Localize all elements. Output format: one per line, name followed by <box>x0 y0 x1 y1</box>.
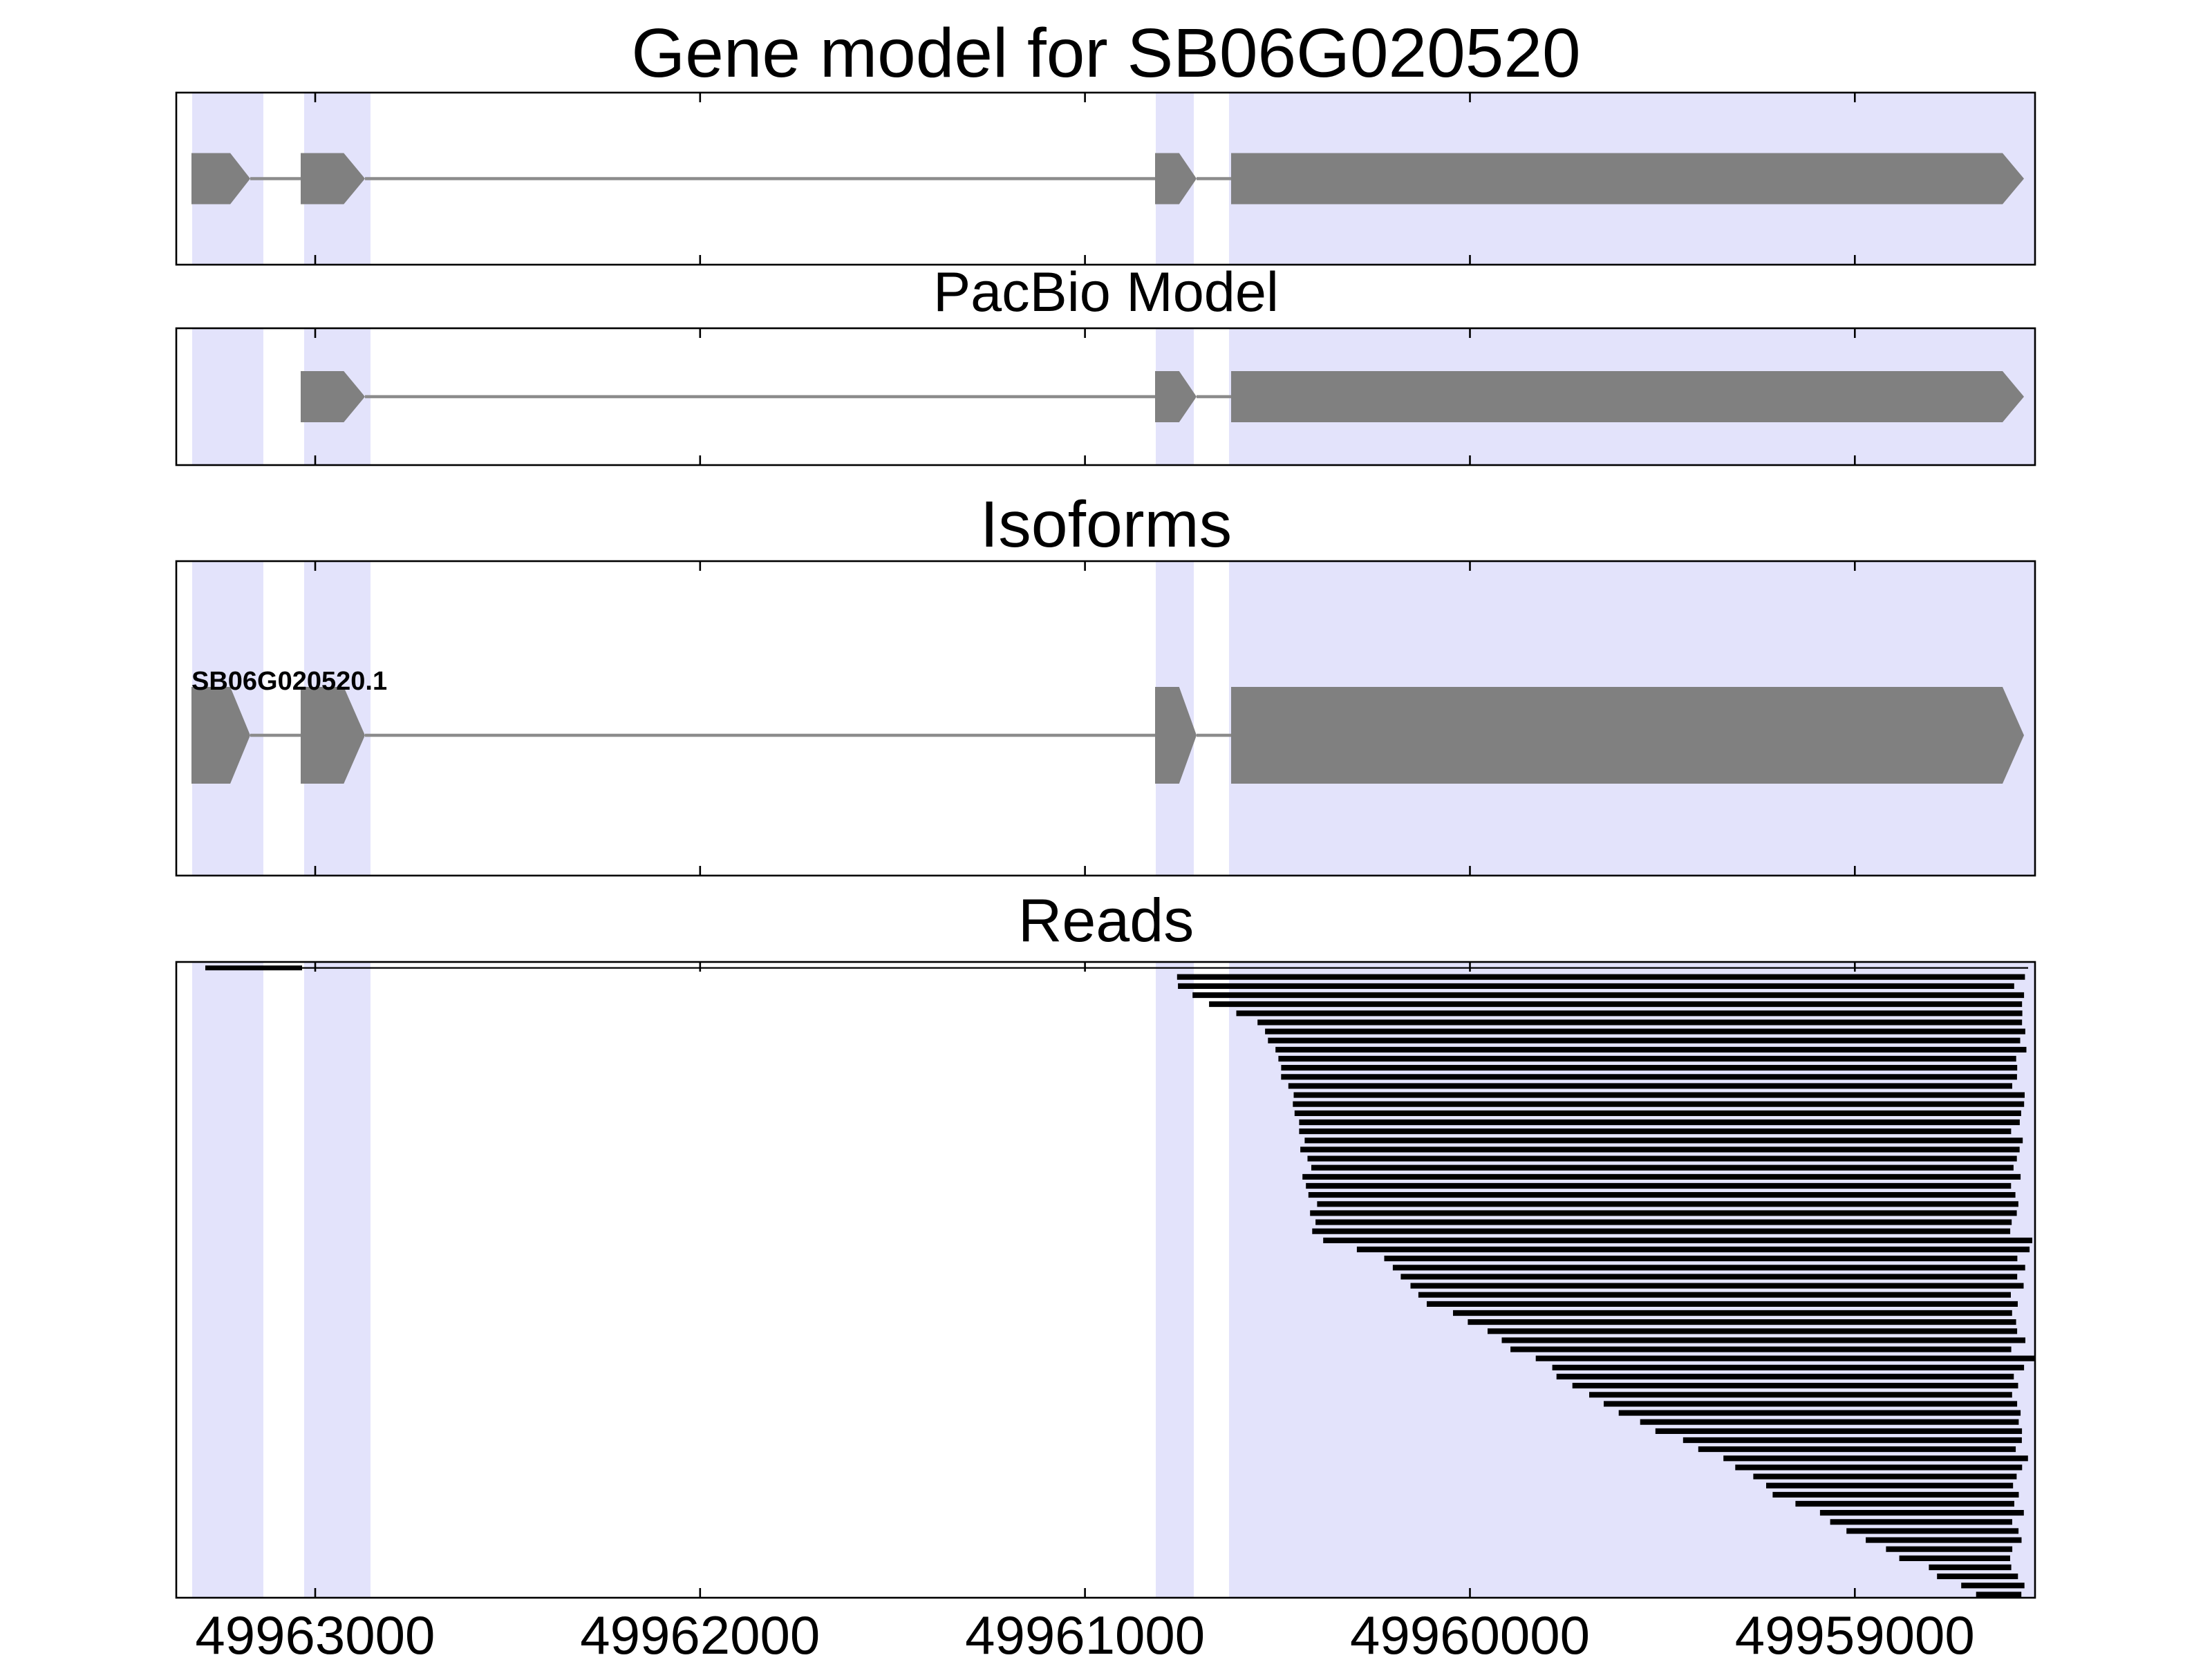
svg-text:49963000: 49963000 <box>195 1605 435 1659</box>
svg-text:Reads: Reads <box>1018 886 1194 954</box>
svg-text:49962000: 49962000 <box>580 1605 820 1659</box>
svg-text:49961000: 49961000 <box>965 1605 1205 1659</box>
svg-text:49959000: 49959000 <box>1735 1605 1975 1659</box>
svg-text:49960000: 49960000 <box>1350 1605 1590 1659</box>
svg-text:PacBio Model: PacBio Model <box>933 261 1279 323</box>
svg-text:Gene model for SB06G020520: Gene model for SB06G020520 <box>631 15 1580 92</box>
svg-text:SB06G020520.1: SB06G020520.1 <box>191 667 387 696</box>
svg-text:Isoforms: Isoforms <box>980 488 1232 561</box>
